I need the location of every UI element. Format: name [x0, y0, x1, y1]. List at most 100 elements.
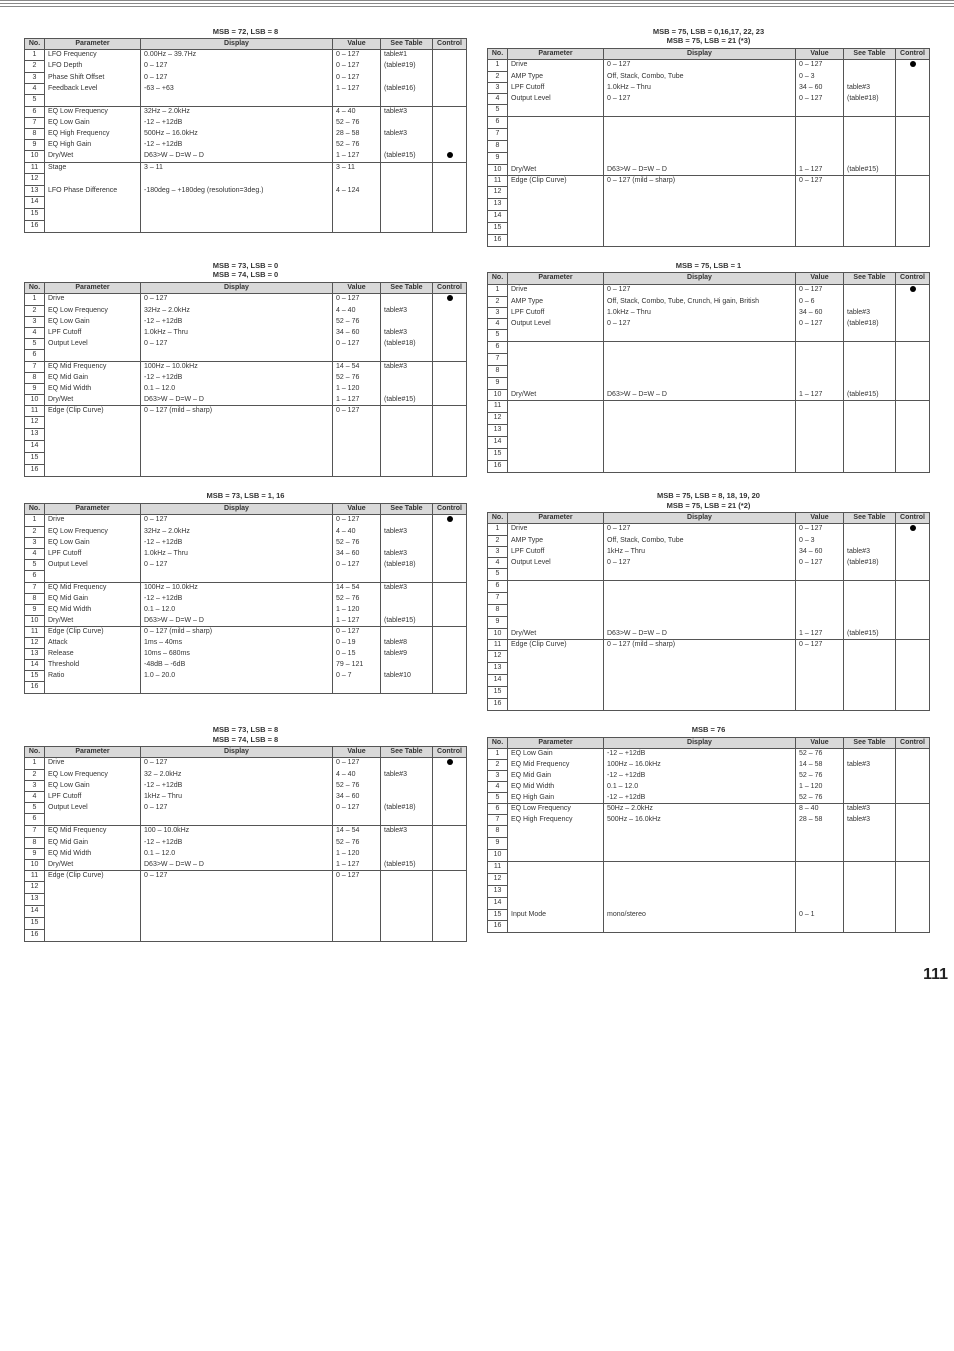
row-control — [896, 770, 930, 781]
row-value: 0 – 127 — [796, 558, 844, 569]
table-row: 9 — [488, 152, 930, 164]
row-see-table — [381, 441, 433, 453]
row-no: 12 — [488, 651, 508, 663]
row-value: 52 – 76 — [796, 793, 844, 804]
row-parameter: Output Level — [508, 93, 604, 104]
row-see-table — [381, 537, 433, 548]
row-no: 7 — [488, 593, 508, 605]
row-no: 11 — [25, 627, 45, 638]
row-control — [896, 629, 930, 640]
row-no: 3 — [488, 547, 508, 558]
table-row: 2EQ Low Frequency32 – 2.0kHz4 – 40table#… — [25, 770, 467, 781]
table-row: 5Output Level0 – 1270 – 127(table#18) — [25, 803, 467, 814]
title-73-8: MSB = 73, LSB = 8MSB = 74, LSB = 8 — [24, 725, 467, 744]
row-display: -180deg – +180deg (resolution=3deg.) — [141, 185, 333, 196]
row-control — [433, 627, 467, 638]
table-row: 5 — [488, 569, 930, 581]
row-see-table — [844, 211, 896, 223]
row-control — [433, 859, 467, 870]
table-row: 15 — [25, 917, 467, 929]
row-no: 12 — [488, 874, 508, 886]
table-row: 16 — [488, 699, 930, 711]
row-display — [141, 441, 333, 453]
table-row: 16 — [488, 921, 930, 933]
row-value: 0 – 127 — [796, 284, 844, 296]
table-row: 1EQ Low Gain-12 – +12dB52 – 76 — [488, 748, 930, 759]
row-control — [433, 139, 467, 150]
row-see-table — [844, 874, 896, 886]
row-display — [604, 605, 796, 617]
table-row: 4Output Level0 – 1270 – 127(table#18) — [488, 93, 930, 104]
row-see-table — [844, 412, 896, 424]
row-parameter: EQ Mid Gain — [45, 594, 141, 605]
row-display: 0 – 127 — [141, 559, 333, 570]
row-parameter: EQ Low Gain — [45, 117, 141, 128]
row-parameter — [508, 448, 604, 460]
row-control — [433, 162, 467, 173]
row-value — [796, 116, 844, 128]
row-control — [896, 140, 930, 152]
row-value — [333, 417, 381, 429]
row-control — [896, 164, 930, 175]
row-parameter: EQ Low Gain — [45, 537, 141, 548]
row-control — [896, 176, 930, 187]
row-see-table — [381, 781, 433, 792]
row-value — [333, 893, 381, 905]
table-row: 8EQ Mid Gain-12 – +12dB52 – 76 — [25, 837, 467, 848]
row-value: 1 – 120 — [333, 848, 381, 859]
row-parameter — [508, 116, 604, 128]
row-see-table: table#3 — [381, 362, 433, 373]
row-no: 2 — [488, 296, 508, 307]
row-value: 1 – 127 — [333, 859, 381, 870]
row-value: 1 – 127 — [333, 395, 381, 406]
table-row: 10Dry/WetD63>W – D=W – D1 – 127(table#15… — [25, 395, 467, 406]
row-display: 0 – 127 (mild – sharp) — [604, 640, 796, 651]
row-parameter — [508, 460, 604, 472]
table-row: 12 — [25, 173, 467, 185]
row-no: 3 — [488, 307, 508, 318]
row-control — [896, 910, 930, 921]
row-display: 32Hz – 2.0kHz — [141, 305, 333, 316]
row-no: 2 — [25, 770, 45, 781]
row-value: 0 – 127 — [333, 406, 381, 417]
row-see-table — [844, 400, 896, 412]
row-see-table: (table#15) — [844, 629, 896, 640]
row-parameter: Drive — [45, 514, 141, 526]
col-no: No. — [25, 282, 45, 293]
table-row: 9EQ Mid Width0.1 – 12.01 – 120 — [25, 605, 467, 616]
row-control — [433, 682, 467, 694]
row-parameter — [45, 917, 141, 929]
row-see-table: (table#15) — [381, 616, 433, 627]
table-row: 4Output Level0 – 1270 – 127(table#18) — [488, 558, 930, 569]
row-control — [433, 72, 467, 83]
row-control — [433, 339, 467, 350]
row-no: 2 — [488, 759, 508, 770]
row-display: 1kHz – Thru — [141, 792, 333, 803]
row-value: 8 – 40 — [796, 804, 844, 815]
row-control — [433, 128, 467, 139]
row-no: 13 — [488, 424, 508, 436]
row-see-table — [381, 514, 433, 526]
row-display — [604, 898, 796, 910]
row-parameter — [508, 838, 604, 850]
row-see-table — [844, 128, 896, 140]
col-control: Control — [433, 282, 467, 293]
col-parameter: Parameter — [45, 503, 141, 514]
row-display: 1.0kHz – Thru — [141, 328, 333, 339]
row-parameter: LFO Depth — [45, 61, 141, 72]
title-75-1: MSB = 75, LSB = 1 — [487, 261, 930, 270]
row-see-table: (table#15) — [844, 164, 896, 175]
row-parameter — [508, 617, 604, 629]
col-no: No. — [25, 503, 45, 514]
row-no: 16 — [25, 929, 45, 941]
row-value: 1 – 120 — [796, 781, 844, 792]
row-value: 34 – 60 — [333, 328, 381, 339]
row-control — [433, 429, 467, 441]
row-display: 0 – 127 — [604, 93, 796, 104]
table-row: 13 — [488, 424, 930, 436]
table-row: 12 — [488, 412, 930, 424]
row-no: 8 — [488, 140, 508, 152]
row-control — [896, 436, 930, 448]
row-value: 4 – 40 — [333, 106, 381, 117]
row-see-table: (table#18) — [844, 318, 896, 329]
